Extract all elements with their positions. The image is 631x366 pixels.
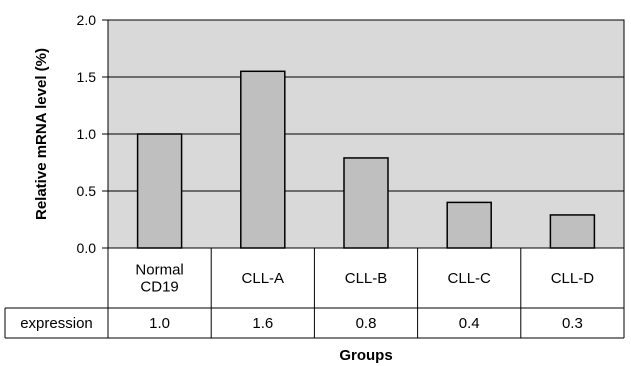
table-row-label: expression <box>20 315 93 332</box>
table-cell: 1.6 <box>252 315 273 332</box>
bar-normal-cd19 <box>136 133 183 249</box>
x-tick-label: CLL-D <box>551 270 595 287</box>
bar-cll-c <box>446 201 492 249</box>
table-cell: 0.8 <box>356 315 377 332</box>
y-tick-labels: 0.0 0.5 1.0 1.5 2.0 <box>77 12 97 256</box>
bar-cll-d <box>549 214 596 249</box>
y-axis-label: Relative mRNA level (%) <box>33 48 50 220</box>
x-tick-label: CLL-B <box>345 270 388 287</box>
table-cell: 0.4 <box>459 315 480 332</box>
bar-cll-a <box>240 70 286 249</box>
y-tick-label: 0.0 <box>77 240 97 256</box>
x-tick-label: CD19 <box>140 279 178 296</box>
x-axis-label: Groups <box>339 347 392 364</box>
x-tick-label: CLL-A <box>242 270 285 287</box>
y-tick-label: 1.5 <box>77 69 97 85</box>
gridlines <box>102 19 624 249</box>
x-tick-label: CLL-C <box>448 270 492 287</box>
table-cell: 1.0 <box>149 315 170 332</box>
bars <box>136 70 596 249</box>
x-tick-label: Normal <box>135 262 183 279</box>
bar-cll-b <box>343 157 389 249</box>
y-tick-label: 0.5 <box>77 183 97 199</box>
y-tick-label: 1.0 <box>77 126 97 142</box>
table-cell: 0.3 <box>562 315 583 332</box>
y-tick-label: 2.0 <box>77 12 97 28</box>
